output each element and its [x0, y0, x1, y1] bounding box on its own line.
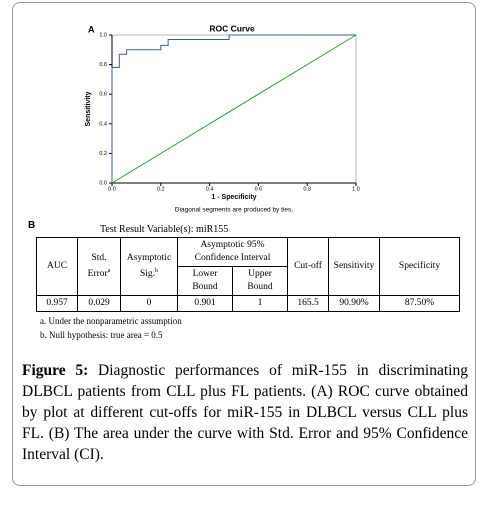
- y-tick-label: 0.0: [99, 180, 107, 186]
- table-note: a. Under the nonparametric assumption: [40, 316, 182, 326]
- data-cell: 0.901: [177, 295, 233, 312]
- figure-caption: Figure 5: Diagnostic performances of miR…: [22, 360, 468, 465]
- header-cell: Cut-off: [287, 237, 329, 296]
- header-text: Asymptotic Sig.: [126, 252, 172, 280]
- data-cell: 0.957: [36, 295, 78, 312]
- x-tick-label: 0.8: [303, 186, 311, 192]
- x-tick-label: 1.0: [352, 186, 360, 192]
- header-cell: AUC: [36, 237, 78, 296]
- y-tick-label: 0.2: [99, 151, 107, 157]
- x-axis-label: 1 - Specificity: [211, 194, 256, 201]
- table-note: b. Null hypothesis: true area = 0.5: [40, 330, 163, 340]
- y-tick-label: 1.0: [99, 32, 107, 38]
- x-tick-label: 0.4: [206, 186, 214, 192]
- y-tick-label: 0.8: [99, 62, 107, 68]
- caption-text: Diagnostic performances of miR-155 in di…: [22, 362, 468, 463]
- panel-label: B: [28, 220, 36, 231]
- x-tick-label: 0.0: [108, 186, 116, 192]
- header-cell: Asymptotic 95% Confidence Interval: [177, 237, 288, 267]
- data-cell: 87.50%: [379, 295, 460, 312]
- roc-line: [111, 34, 356, 183]
- header-cell: Sensitivity: [328, 237, 380, 296]
- data-cell: 165.5: [287, 295, 329, 312]
- data-row: 0.957 0.029 0 0.901 1 165.5 90.90% 87.50%: [36, 295, 460, 312]
- header-cell: Specificity: [379, 237, 460, 296]
- caption-label: Figure 5:: [22, 362, 89, 379]
- x-tick-label: 0.2: [157, 186, 165, 192]
- x-tick-label: 0.6: [255, 186, 263, 192]
- header-cell: Lower Bound: [177, 266, 233, 296]
- header-cell: Asymptotic Sig.b: [120, 237, 178, 296]
- header-cell: Upper Bound: [232, 266, 288, 296]
- header-text: Std. Error: [87, 252, 108, 280]
- chart-note: Diagonal segments are produced by ties.: [175, 207, 293, 214]
- chart-title: ROC Curve: [209, 23, 255, 33]
- figure-frame: [12, 2, 476, 486]
- panel-label: A: [88, 24, 95, 34]
- result-table: AUC Std. Errora Asymptotic Sig.b Asympto…: [36, 237, 460, 312]
- data-cell: 0.029: [77, 295, 121, 312]
- y-tick-label: 0.6: [99, 92, 107, 98]
- y-tick-label: 0.4: [99, 121, 107, 127]
- header-cell: Std. Errora: [77, 237, 121, 296]
- data-cell: 0: [120, 295, 178, 312]
- data-cell: 1: [232, 295, 288, 312]
- y-axis-label: Sensitivity: [85, 91, 92, 126]
- footnote-mark: a: [107, 267, 111, 274]
- roc-line: [111, 34, 357, 184]
- table-title: Test Result Variable(s): miR155: [100, 224, 229, 235]
- footnote-mark: b: [155, 267, 159, 274]
- data-cell: 90.90%: [328, 295, 380, 312]
- roc-chart: A ROC Curve Sensitivity 1 - Specificity …: [85, 23, 360, 214]
